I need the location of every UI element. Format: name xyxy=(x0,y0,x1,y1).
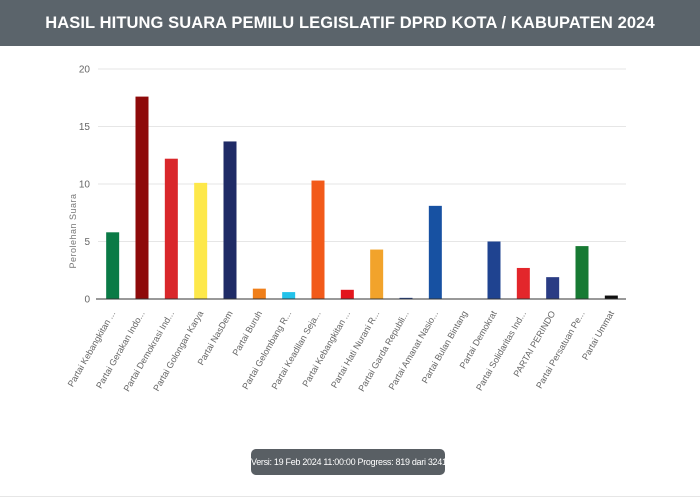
y-axis-label: Perolehan Suara xyxy=(68,193,78,268)
x-axis-tick-labels: Partai Kebangkitan ...Partai Gerakan Ind… xyxy=(66,309,617,394)
bar-15[interactable] xyxy=(516,267,530,299)
bar-12[interactable] xyxy=(428,205,442,299)
x-tick-label: Partai Buruh xyxy=(230,309,264,357)
bar-1[interactable] xyxy=(106,232,120,299)
bar-6[interactable] xyxy=(252,288,266,299)
bar-10[interactable] xyxy=(370,249,384,299)
chart-area: 0 5 10 15 20 Perolehan Suara Partai Kebangki… xyxy=(0,46,700,446)
bar-16[interactable] xyxy=(546,277,560,299)
gridlines xyxy=(98,68,626,242)
y-tick-label: 5 xyxy=(84,237,90,248)
progress-status-badge: Versi: 19 Feb 2024 11:00:00 Progress: 81… xyxy=(251,449,445,475)
y-tick-label: 10 xyxy=(79,180,91,191)
bar-14[interactable] xyxy=(487,241,501,300)
bar-3[interactable] xyxy=(164,158,178,299)
bars xyxy=(106,96,618,300)
bar-4[interactable] xyxy=(194,182,208,299)
bar-5[interactable] xyxy=(223,141,237,299)
bar-11[interactable] xyxy=(399,297,413,299)
bar-18[interactable] xyxy=(604,295,618,299)
bar-9[interactable] xyxy=(340,289,354,299)
bar-2[interactable] xyxy=(135,96,149,299)
y-tick-label: 15 xyxy=(79,122,91,133)
page-header: HASIL HITUNG SUARA PEMILU LEGISLATIF DPR… xyxy=(0,0,700,46)
bar-17[interactable] xyxy=(575,246,589,299)
divider xyxy=(0,496,700,497)
y-tick-label: 0 xyxy=(84,295,90,306)
bar-7[interactable] xyxy=(282,292,296,299)
bar-8[interactable] xyxy=(311,180,325,299)
y-tick-label: 20 xyxy=(79,65,91,76)
x-tick-label: Partai Ummat xyxy=(580,309,616,362)
bar-chart: 0 5 10 15 20 Perolehan Suara Partai Kebangki… xyxy=(66,65,626,394)
page-title: HASIL HITUNG SUARA PEMILU LEGISLATIF DPR… xyxy=(45,13,655,32)
y-axis-ticks: 0 5 10 15 20 xyxy=(79,65,91,306)
